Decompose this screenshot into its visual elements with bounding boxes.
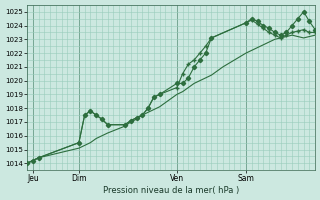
X-axis label: Pression niveau de la mer( hPa ): Pression niveau de la mer( hPa ) [103,186,239,195]
